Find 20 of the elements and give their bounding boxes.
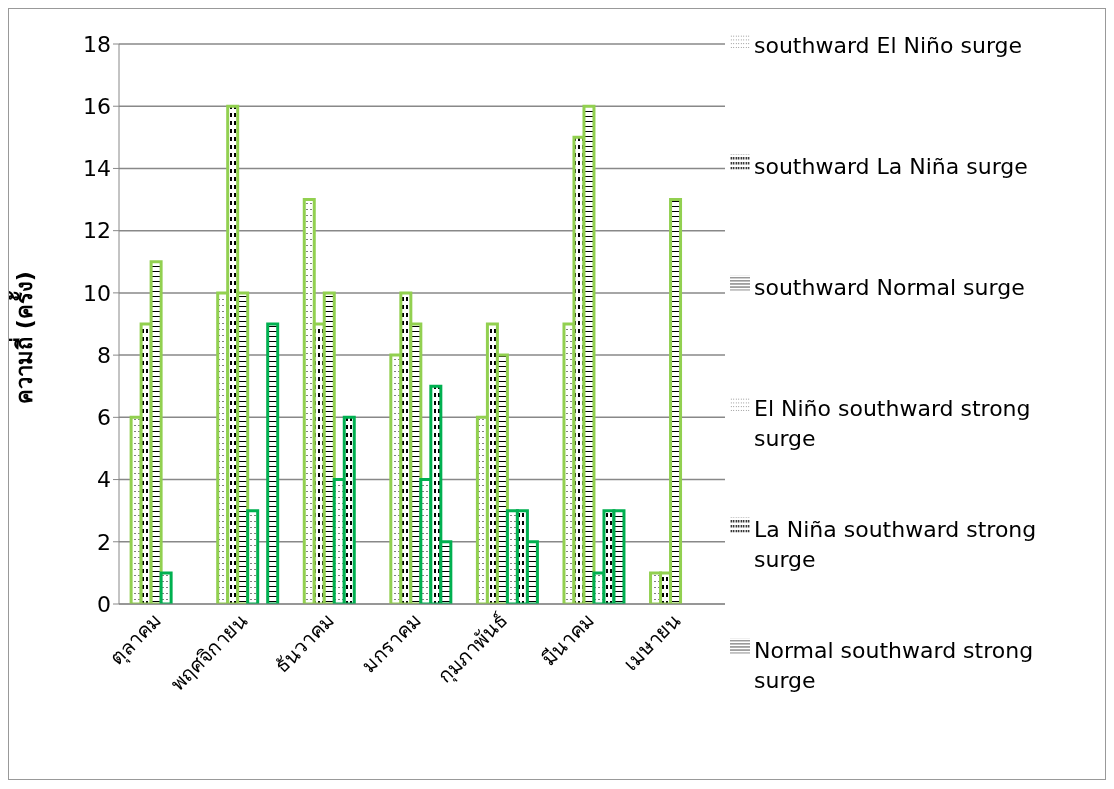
legend-label: southward La Niña surge <box>754 153 1029 181</box>
y-axis-title: ความถี่ (ครั้ง) <box>7 271 37 404</box>
legend-label: southward Normal surge <box>754 274 1026 302</box>
y-tick-label: 18 <box>83 31 111 57</box>
y-tick-label: 16 <box>83 94 111 120</box>
bar <box>266 322 280 604</box>
y-tick-label: 14 <box>83 156 111 182</box>
y-tick-label: 8 <box>97 342 111 368</box>
y-tick-label: 6 <box>97 405 111 431</box>
y-tick-label: 0 <box>97 591 111 617</box>
y-tick-label: 2 <box>97 529 111 555</box>
bar <box>246 509 260 604</box>
y-tick-label: 12 <box>83 218 111 244</box>
bar <box>159 571 173 604</box>
y-tick-label: 10 <box>83 280 111 306</box>
legend-label: La Niña southward strong surge <box>754 516 1038 574</box>
legend-label: Normal southward strong surge <box>754 637 1035 695</box>
legend-label: southward El Niño surge <box>754 32 1024 60</box>
y-tick-label: 4 <box>97 467 111 493</box>
legend-label: El Niño southward strong surge <box>754 395 1032 453</box>
